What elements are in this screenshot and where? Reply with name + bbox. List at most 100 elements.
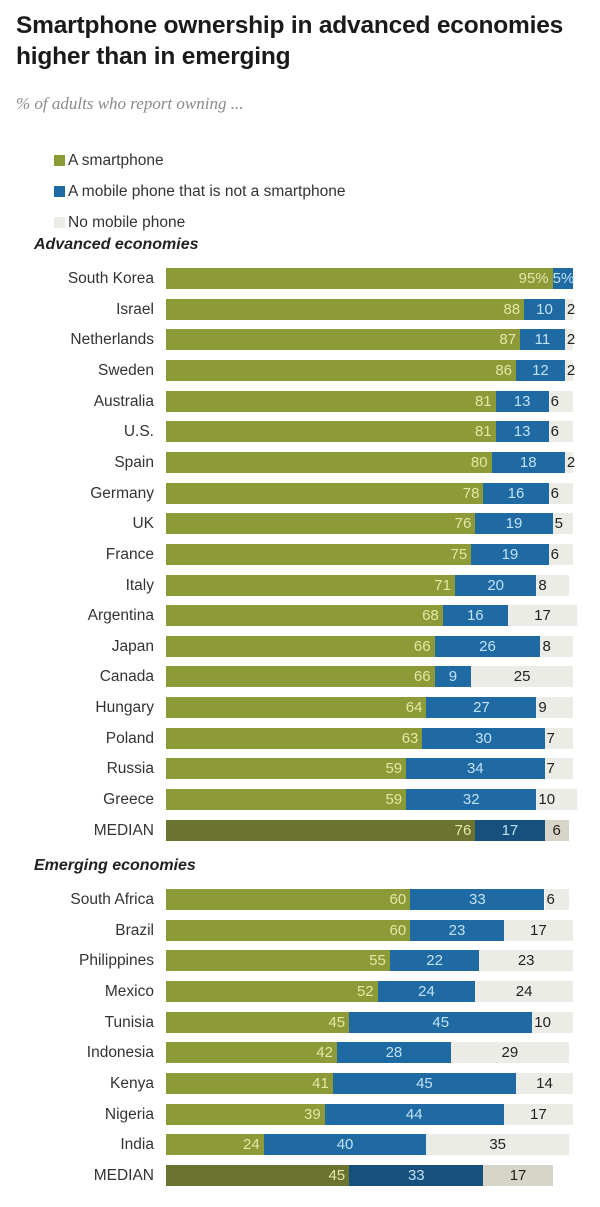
data-label: 13 xyxy=(513,392,531,410)
bar-row: Nigeria 39 44 17 xyxy=(0,1099,600,1130)
bar-row: Italy 71 20 8 xyxy=(0,570,600,601)
data-label: 22 xyxy=(426,952,443,970)
bar-no-phone: 25 xyxy=(471,666,573,688)
legend-label: A smartphone xyxy=(68,151,164,169)
bar-row: Tunisia 45 45 10 xyxy=(0,1007,600,1038)
bar-row: Kenya 41 45 14 xyxy=(0,1068,600,1099)
data-label: 8 xyxy=(538,576,547,594)
bar-no-phone xyxy=(564,298,573,320)
data-label: 41 xyxy=(312,1074,329,1092)
bar-mobile-not-smart: 11 xyxy=(520,329,565,351)
bar-no-phone: 35 xyxy=(426,1134,569,1156)
bar-smartphone: 95% xyxy=(166,268,553,289)
bar-no-phone xyxy=(552,513,573,535)
bar-no-phone xyxy=(548,421,573,443)
bar-row: South Korea 95% 5% xyxy=(0,263,600,294)
data-label: 75 xyxy=(450,545,468,563)
bar-smartphone: 81 xyxy=(166,390,496,412)
data-label: 33 xyxy=(468,891,486,908)
bar-mobile-not-smart: 45 xyxy=(332,1072,516,1094)
legend-label: No mobile phone xyxy=(68,213,186,231)
bar-smartphone: 76 xyxy=(166,819,476,841)
bar-smartphone: 81 xyxy=(166,421,496,443)
bar-smartphone: 59 xyxy=(166,789,407,811)
category-label: Nigeria xyxy=(104,1105,154,1123)
bar-no-phone: 6 xyxy=(544,819,569,841)
data-label: 6 xyxy=(550,392,559,410)
data-label: 76 xyxy=(454,821,472,839)
data-label: 2 xyxy=(566,361,576,379)
bar-mobile-not-smart: 13 xyxy=(495,390,549,412)
data-label: 59 xyxy=(385,760,403,778)
bar-mobile-not-smart: 24 xyxy=(377,980,476,1002)
data-label: 6 xyxy=(550,484,559,502)
bar-mobile-not-smart: 23 xyxy=(410,919,504,941)
data-label: 17 xyxy=(534,607,551,625)
data-label: 80 xyxy=(470,453,488,471)
data-label: 23 xyxy=(448,921,466,939)
data-label: 7 xyxy=(546,729,555,747)
bar-smartphone: 66 xyxy=(166,666,435,688)
data-label: 6 xyxy=(546,891,555,908)
bar-row: Mexico 52 24 24 xyxy=(0,976,600,1007)
category-label: Hungary xyxy=(95,699,154,717)
bar-mobile-not-smart: 9 xyxy=(434,666,472,688)
data-label: 9 xyxy=(448,668,458,686)
bar-mobile-not-smart: 17 xyxy=(475,819,545,841)
category-label: India xyxy=(120,1136,154,1154)
data-label: 16 xyxy=(466,607,484,625)
bar-smartphone: 88 xyxy=(166,298,525,320)
bar-mobile-not-smart: 33 xyxy=(410,889,545,910)
category-label: Australia xyxy=(93,392,154,410)
data-label: 44 xyxy=(405,1105,423,1123)
bar-row: Brazil 60 23 17 xyxy=(0,915,600,946)
data-label: 66 xyxy=(413,637,431,655)
bar-row: Russia 59 34 7 xyxy=(0,753,600,784)
bar-mobile-not-smart: 13 xyxy=(495,421,549,443)
bar-no-phone: 17 xyxy=(503,1103,573,1125)
bar-no-phone xyxy=(548,482,573,504)
bar-mobile-not-smart: 44 xyxy=(324,1103,504,1125)
category-label: Japan xyxy=(111,637,154,655)
bar-smartphone: 24 xyxy=(166,1134,264,1156)
bar-no-phone xyxy=(540,635,573,657)
data-label: 30 xyxy=(475,729,492,747)
group-heading-emerging: Emerging economies xyxy=(34,857,196,874)
category-label: Russia xyxy=(106,760,154,778)
data-label: 42 xyxy=(316,1044,333,1062)
data-label: 17 xyxy=(509,1166,527,1184)
category-label: South Korea xyxy=(67,270,154,287)
bar-row: U.S. 81 13 6 xyxy=(0,416,600,447)
bar-smartphone: 42 xyxy=(166,1042,337,1064)
category-label: Poland xyxy=(105,729,154,747)
bar-row: MEDIAN 76 17 6 xyxy=(0,815,600,846)
data-label: 60 xyxy=(389,921,407,939)
category-label: Indonesia xyxy=(86,1044,154,1062)
bar-no-phone xyxy=(564,359,573,381)
bar-smartphone: 45 xyxy=(166,1164,350,1186)
bar-smartphone: 64 xyxy=(166,697,427,719)
data-label: 66 xyxy=(413,668,431,686)
bar-smartphone: 59 xyxy=(166,758,407,780)
bar-mobile-not-smart: 33 xyxy=(349,1164,484,1186)
bar-no-phone: 17 xyxy=(503,919,573,941)
bar-mobile-not-smart: 32 xyxy=(406,789,537,811)
bar-smartphone: 75 xyxy=(166,543,472,565)
data-label: 64 xyxy=(405,699,423,717)
legend: A smartphone A mobile phone that is not … xyxy=(54,145,345,238)
data-label: 45 xyxy=(328,1166,346,1184)
data-label: 19 xyxy=(501,545,519,563)
category-label: Netherlands xyxy=(70,331,154,349)
category-label: Philippines xyxy=(79,952,154,970)
bar-no-phone xyxy=(544,727,573,749)
bar-row: Argentina 68 16 17 xyxy=(0,600,600,631)
data-label: 10 xyxy=(534,1013,551,1031)
bar-smartphone: 80 xyxy=(166,451,492,473)
bar-mobile-not-smart: 16 xyxy=(483,482,549,504)
data-label: 39 xyxy=(304,1105,321,1123)
bar-row: Indonesia 42 28 29 xyxy=(0,1037,600,1068)
data-label: 29 xyxy=(501,1044,519,1062)
bar-row: Australia 81 13 6 xyxy=(0,386,600,417)
bar-no-phone xyxy=(544,758,573,780)
data-label: 68 xyxy=(422,607,439,625)
